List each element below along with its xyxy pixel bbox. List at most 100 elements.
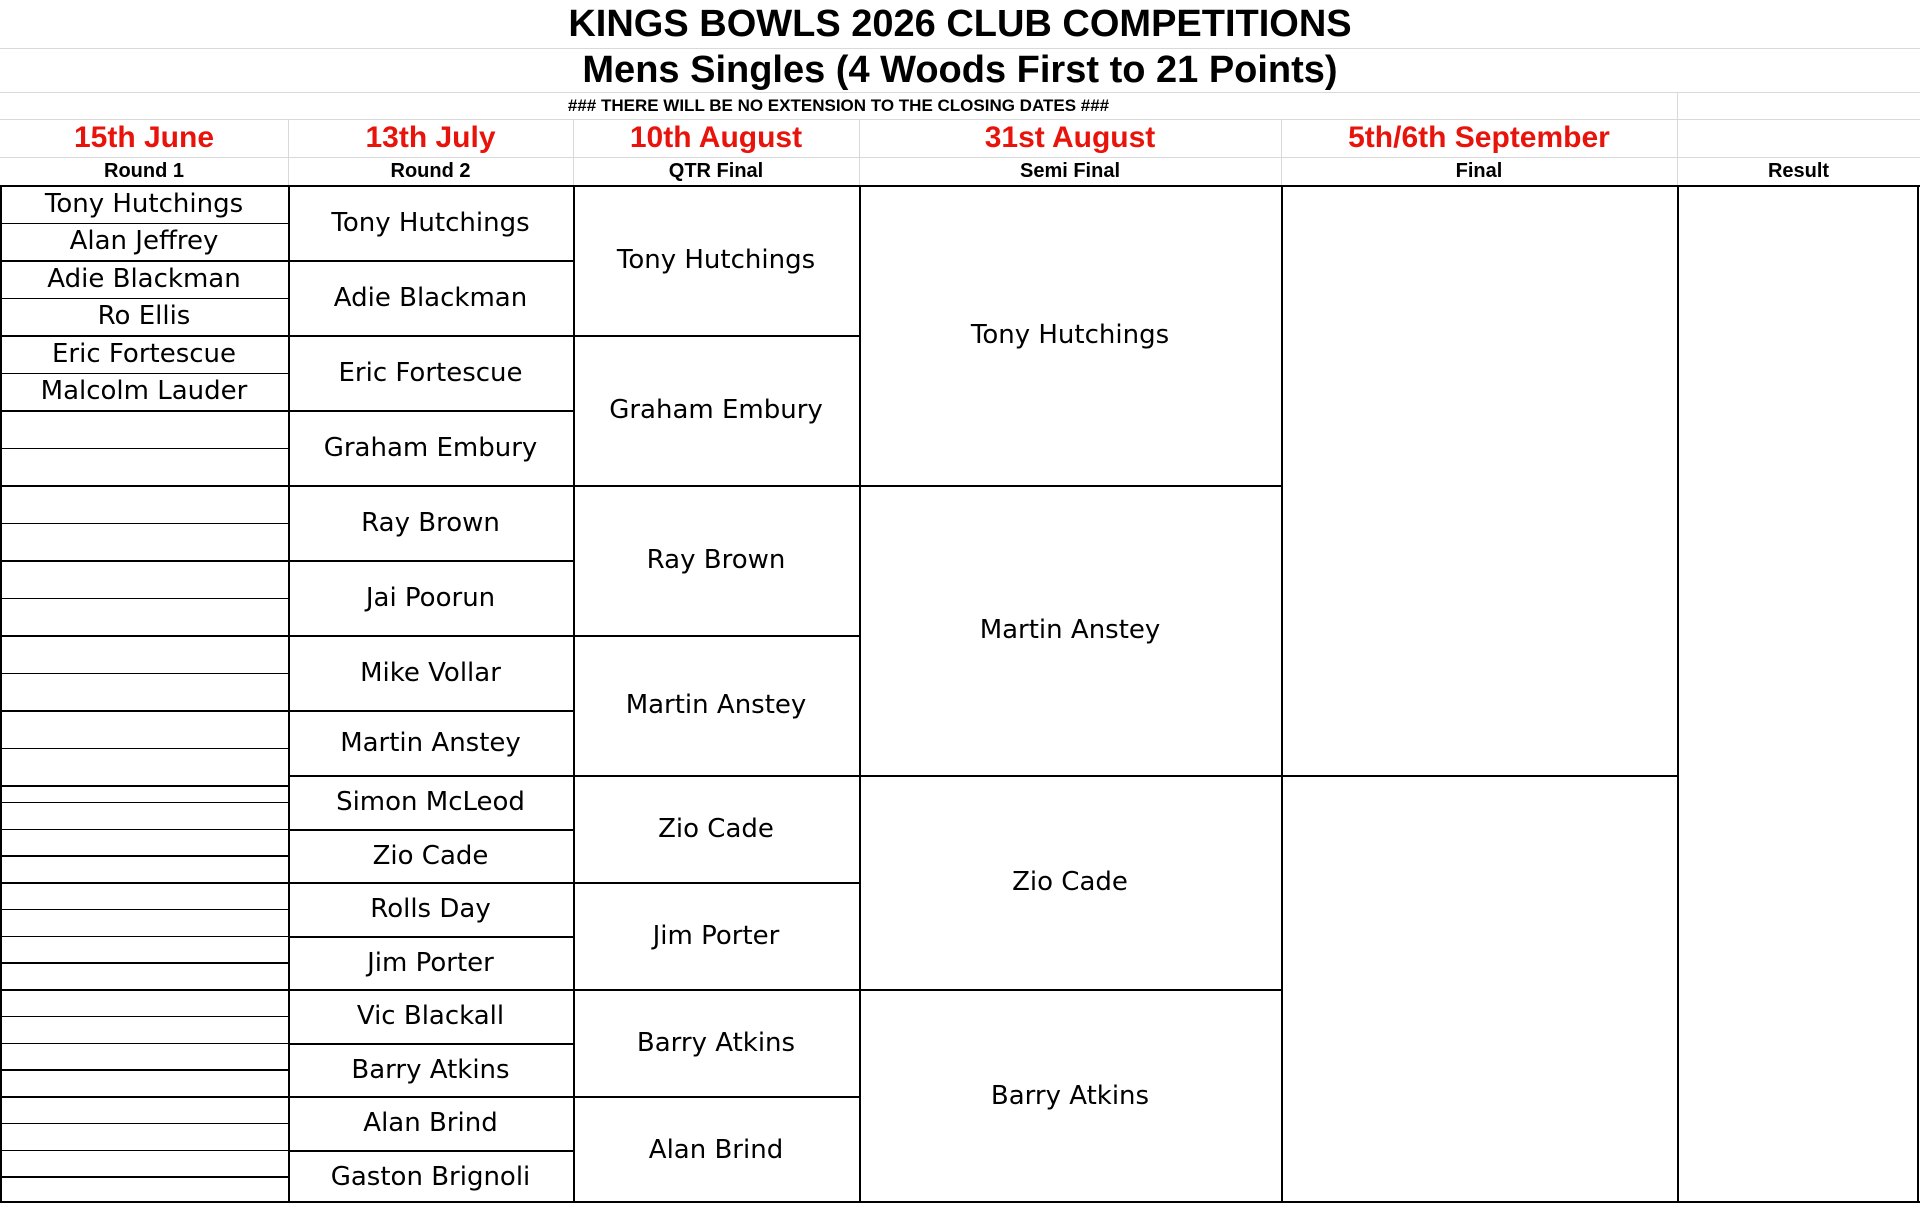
quarter-final-player: Barry Atkins <box>636 1027 796 1058</box>
quarter-final-header: QTR Final <box>668 159 764 182</box>
semi-final-player: Martin Anstey <box>979 615 1161 645</box>
bracket-border <box>0 785 288 787</box>
bracket-border <box>0 485 288 487</box>
bracket-border <box>0 672 288 674</box>
gridline <box>288 119 289 185</box>
round2-date: 13th July <box>365 121 496 154</box>
competition-subtitle: Mens Singles (4 Woods First to 21 Points… <box>582 48 1338 91</box>
bracket-border <box>0 410 288 412</box>
bracket-border <box>288 1150 573 1152</box>
gridline <box>1281 119 1282 185</box>
quarter-final-player: Tony Hutchings <box>616 245 816 275</box>
bracket-border <box>573 485 859 487</box>
final-header: Final <box>1455 159 1503 182</box>
bracket-border <box>1917 185 1919 1203</box>
bracket-border <box>0 1122 288 1125</box>
bracket-border <box>0 1096 288 1098</box>
bracket-border <box>573 185 575 1203</box>
round2-player: Gaston Brignoli <box>330 1161 531 1192</box>
round2-player: Alan Brind <box>363 1108 498 1138</box>
bracket-border <box>288 710 573 712</box>
round1-player: Malcolm Lauder <box>40 376 248 407</box>
round2-player: Eric Fortescue <box>338 357 523 388</box>
bracket-border <box>288 989 573 991</box>
round1-date: 15th June <box>73 121 215 154</box>
quarter-final-player: Ray Brown <box>646 545 786 575</box>
bracket-border <box>0 1201 1920 1203</box>
bracket-border <box>573 1096 859 1098</box>
bracket-border <box>0 710 288 712</box>
bracket-border <box>573 989 859 991</box>
round1-player: Alan Jeffrey <box>69 226 219 257</box>
bracket-border <box>288 1043 573 1045</box>
round2-player: Vic Blackall <box>356 1001 505 1031</box>
bracket-border <box>859 775 1281 777</box>
gridline <box>0 92 1920 93</box>
semi-final-date: 31st August <box>984 121 1156 154</box>
bracket-border <box>0 260 288 262</box>
bracket-border <box>0 1015 288 1018</box>
semi-final-player: Tony Hutchings <box>970 320 1170 350</box>
gridline <box>859 119 860 185</box>
bracket-border <box>859 989 1281 991</box>
bracket-border <box>0 635 288 637</box>
quarter-final-player: Zio Cade <box>658 813 774 844</box>
bracket-border <box>288 560 573 562</box>
competition-title: KINGS BOWLS 2026 CLUB COMPETITIONS <box>568 2 1352 45</box>
gridline <box>0 48 1920 49</box>
round2-player: Jim Porter <box>367 947 494 978</box>
bracket-border <box>0 1149 288 1151</box>
bracket-border <box>0 222 288 224</box>
round2-player: Zio Cade <box>372 840 489 871</box>
bracket-border <box>0 962 288 964</box>
bracket-border <box>0 882 288 884</box>
bracket-border <box>288 485 573 487</box>
bracket-border <box>573 335 859 337</box>
bracket-border <box>0 801 288 804</box>
quarter-final-player: Martin Anstey <box>625 690 807 720</box>
semi-final-player: Zio Cade <box>1012 867 1128 897</box>
bracket-border <box>288 635 573 637</box>
gridline <box>0 157 1920 158</box>
quarter-final-date: 10th August <box>629 121 803 154</box>
bracket-border <box>0 747 288 749</box>
bracket-border <box>288 882 573 884</box>
gridline <box>0 119 1920 120</box>
round2-player: Simon McLeod <box>336 787 525 817</box>
bracket-border <box>0 447 288 449</box>
quarter-final-player: Graham Embury <box>609 395 823 425</box>
semi-final-player: Barry Atkins <box>990 1081 1150 1111</box>
bracket-border <box>0 855 288 857</box>
final-date: 5th/6th September <box>1348 121 1610 154</box>
result-date <box>1677 119 1920 157</box>
round2-player: Rolls Day <box>370 894 491 924</box>
bracket-border <box>0 185 1920 187</box>
bracket-border <box>288 1096 573 1098</box>
bracket-border <box>0 935 288 937</box>
final-player <box>1281 185 1677 775</box>
quarter-final-player: Jim Porter <box>652 920 780 951</box>
bracket-border <box>0 597 288 599</box>
bracket-border <box>288 829 573 831</box>
round2-player: Adie Blackman <box>333 282 528 313</box>
round2-player: Ray Brown <box>361 507 500 538</box>
round1-player: Tony Hutchings <box>44 188 244 219</box>
round2-player: Martin Anstey <box>340 727 521 758</box>
bracket-border <box>0 522 288 524</box>
bracket-border <box>0 372 288 374</box>
bracket-border <box>573 775 859 777</box>
bracket-border <box>0 989 288 991</box>
bracket-border <box>859 185 861 1203</box>
bracket-border <box>859 485 1281 487</box>
bracket-border <box>288 410 573 412</box>
round1-player: Adie Blackman <box>47 263 241 294</box>
bracket-border <box>288 335 573 337</box>
bracket-border <box>288 260 573 262</box>
bracket-border <box>573 635 859 637</box>
bracket-border <box>0 297 288 299</box>
result-winner <box>1677 185 1917 1203</box>
bracket-border <box>1677 185 1679 1203</box>
bracket-border <box>0 1042 288 1044</box>
round2-player: Barry Atkins <box>351 1054 510 1085</box>
